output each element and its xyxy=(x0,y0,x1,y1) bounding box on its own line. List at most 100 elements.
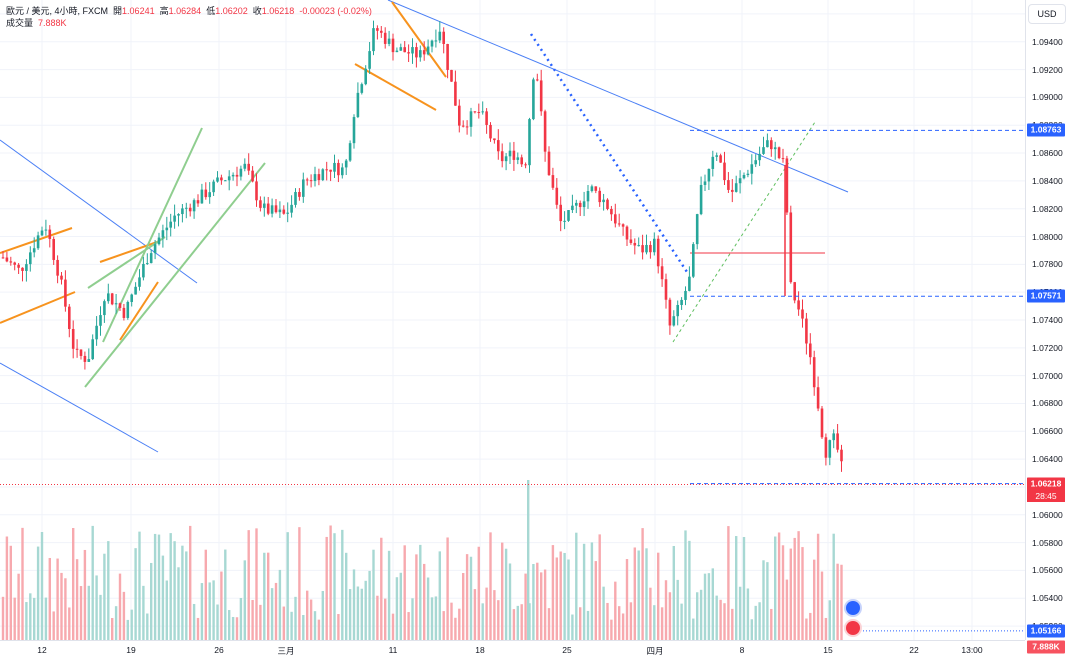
candle-body xyxy=(754,160,757,165)
candle-body xyxy=(278,209,282,213)
candle-body xyxy=(653,238,656,253)
candle-body xyxy=(25,264,28,271)
candle-body xyxy=(60,275,63,280)
price-badge[interactable]: 1.08763 xyxy=(1027,123,1065,137)
candle-body xyxy=(430,40,434,47)
volume-bar xyxy=(372,549,375,640)
volume-bar xyxy=(668,592,672,640)
candle-body xyxy=(239,168,243,177)
open-value: 1.06241 xyxy=(122,6,155,16)
candle-body xyxy=(707,168,711,182)
currency-button[interactable]: USD xyxy=(1028,4,1066,24)
volume-bar xyxy=(274,582,278,640)
dashed-trend xyxy=(672,121,816,343)
candle-body xyxy=(715,155,718,157)
candle-body xyxy=(110,293,114,305)
candle-body xyxy=(785,158,789,213)
price-badge[interactable]: 1.06218 xyxy=(1027,477,1065,491)
low-value: 1.06202 xyxy=(215,6,248,16)
volume-bar xyxy=(267,552,270,640)
volume-bar xyxy=(243,560,246,640)
volume-bar xyxy=(559,551,562,640)
candle-body xyxy=(610,208,613,215)
candle-body xyxy=(656,238,660,267)
volume-bar xyxy=(485,587,488,640)
high-label: 高 xyxy=(159,6,169,16)
candle-body xyxy=(758,153,761,161)
volume-bar xyxy=(165,580,168,640)
volume-bar xyxy=(664,580,668,640)
chart-area[interactable] xyxy=(0,0,1025,640)
candle-body xyxy=(731,189,734,192)
volume-bar xyxy=(161,555,165,640)
candle-body xyxy=(122,307,126,318)
volume-bar xyxy=(345,552,348,640)
volume-bar xyxy=(434,596,438,640)
symbol-label[interactable]: 歐元 / 美元, 4小時, FXCM xyxy=(6,6,109,16)
volume-bar xyxy=(801,547,804,640)
volume-bar xyxy=(103,553,106,640)
candle-body xyxy=(832,433,835,441)
volume-bar xyxy=(723,603,726,640)
volume-bar xyxy=(571,614,574,640)
candle-body xyxy=(169,221,172,228)
volume-bar xyxy=(423,563,426,640)
volume-bar xyxy=(286,532,289,640)
candle-body xyxy=(146,263,149,265)
candle-body xyxy=(836,433,839,450)
volume-bar xyxy=(298,527,301,640)
volume-bar xyxy=(840,564,843,640)
candle-body xyxy=(532,79,535,120)
volume-bar xyxy=(426,577,430,640)
candle-body xyxy=(734,183,738,192)
change-value: -0.00023 (-0.02%) xyxy=(299,6,372,16)
candle-body xyxy=(360,84,364,93)
volume-bar xyxy=(660,607,664,640)
candle-body xyxy=(773,147,777,150)
candle-body xyxy=(766,140,769,148)
volume-bar xyxy=(789,548,792,640)
candle-body xyxy=(317,174,321,181)
volume-bar xyxy=(641,528,644,640)
volume-bar xyxy=(715,595,718,640)
price-axis[interactable]: 1.096001.094001.092001.090001.088001.086… xyxy=(1025,0,1067,640)
candle-body xyxy=(270,205,274,214)
volume-bar xyxy=(450,602,453,640)
candles xyxy=(1,20,843,472)
candle-body xyxy=(305,179,309,181)
candle-body xyxy=(781,158,785,160)
volume-bar xyxy=(711,568,714,640)
price-badge[interactable]: 1.07571 xyxy=(1027,289,1065,303)
time-axis[interactable]: 12 19 26 三月 11 18 25 四月 8 15 22 13:00 xyxy=(0,640,1025,661)
candle-body xyxy=(134,286,137,295)
candle-body xyxy=(212,181,215,193)
volume-bar xyxy=(107,541,110,640)
volume-bar xyxy=(325,536,328,640)
price-badge[interactable]: 7.888K xyxy=(1027,640,1065,654)
candle-body xyxy=(40,230,44,236)
candle-body xyxy=(458,105,461,126)
trend-line xyxy=(0,139,198,284)
candle-body xyxy=(828,440,832,458)
alert-icon[interactable] xyxy=(846,601,860,615)
volume-bar xyxy=(676,579,679,640)
candle-body xyxy=(161,230,165,238)
candle-body xyxy=(633,242,637,246)
candle-body xyxy=(5,257,9,262)
candle-body xyxy=(461,125,465,127)
flag-icon[interactable] xyxy=(846,621,860,635)
volume-bar xyxy=(766,562,769,640)
volume-bar xyxy=(395,577,399,640)
volume-bar xyxy=(828,600,831,640)
price-chart[interactable] xyxy=(0,0,1025,640)
volume-bar xyxy=(157,534,161,640)
volume-bar xyxy=(391,613,395,640)
candle-body xyxy=(621,224,625,227)
volume-bar xyxy=(235,617,239,640)
candle-body xyxy=(816,387,820,409)
volume-bar xyxy=(126,619,129,640)
candle-body xyxy=(625,226,629,240)
volume-bar xyxy=(594,561,597,640)
price-badge[interactable]: 1.05166 xyxy=(1027,624,1065,638)
candle-body xyxy=(575,202,578,206)
